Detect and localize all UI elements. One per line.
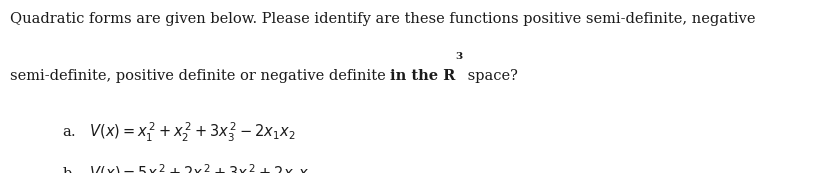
Text: 3: 3 [455,52,462,61]
Text: a.   $V(x) = x_1^{\,2} + x_2^{\,2} + 3x_3^{\,2} - 2x_1x_2$: a. $V(x) = x_1^{\,2} + x_2^{\,2} + 3x_3^… [62,121,295,144]
Text: Quadratic forms are given below. Please identify are these functions positive se: Quadratic forms are given below. Please … [10,12,754,26]
Text: space?: space? [462,69,517,83]
Text: in the R: in the R [390,69,455,83]
Text: semi-definite, positive definite or negative definite: semi-definite, positive definite or nega… [10,69,390,83]
Text: b.   $V(x) = 5x_1^{\,2} + 2x_2^{\,2} + 3x_3^{\,2} + 2x_1x_2$: b. $V(x) = 5x_1^{\,2} + 2x_2^{\,2} + 3x_… [62,163,314,173]
